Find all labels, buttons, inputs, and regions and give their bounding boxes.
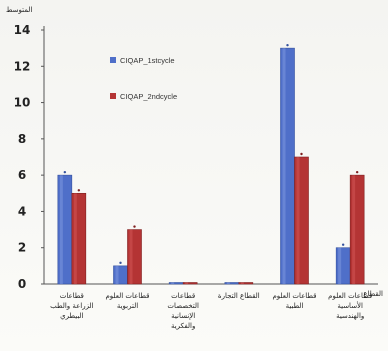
y-tick-label: 10 (14, 96, 31, 110)
legend-swatch (110, 93, 116, 99)
category-label: الإنسانية (171, 312, 195, 320)
legend-swatch (110, 57, 116, 63)
y-tick-label: 12 (14, 59, 31, 73)
bar-marker (119, 261, 122, 265)
category-label: البيطري (60, 312, 83, 320)
bar-marker (133, 225, 136, 228)
bar-marker (63, 170, 67, 174)
category-label: قطاعات العلوم (105, 292, 149, 300)
y-tick-label: 0 (18, 277, 26, 291)
x-axis-label: القطاع (363, 290, 383, 298)
bar-highlight (115, 265, 119, 284)
category-label: قطاعات (60, 292, 84, 300)
y-tick-label: 6 (18, 168, 26, 182)
labels: المتوسط القطاع قطاعات الزراعة والطب البيطري ق… (6, 6, 383, 330)
y-tick-label: 2 (18, 241, 26, 255)
category-label: والفكرية (171, 322, 195, 330)
bar-highlight (185, 282, 189, 284)
category-label: والهندسية (336, 312, 364, 320)
bar-highlight (226, 282, 230, 284)
bar-highlight (171, 282, 175, 284)
bar-CIQAP_2ndcycle (182, 282, 198, 285)
bar-marker (300, 152, 303, 156)
y-tick-label: 4 (18, 204, 26, 218)
bar-marker (77, 189, 81, 192)
bar-highlight (129, 229, 133, 284)
category-label: قطاعات (171, 292, 195, 300)
bar-marker (341, 243, 345, 246)
bar-highlight (73, 193, 77, 284)
bar-marker (286, 43, 289, 47)
bar-highlight (338, 247, 342, 284)
bar-marker (355, 170, 359, 174)
y-tick-label: 8 (18, 132, 26, 146)
bar-highlight (296, 157, 300, 284)
category-label: الزراعة والطب (50, 302, 94, 310)
legend-label: CIQAP_1stcycle (120, 56, 175, 65)
legend: CIQAP_1stcycle CIQAP_2ndcycle (110, 56, 177, 101)
legend-label: CIQAP_2ndcycle (120, 92, 177, 101)
category-label: الأساسية (337, 301, 363, 310)
axes: 0 2 4 6 8 10 12 14 (14, 23, 378, 291)
category-label: القطاع التجارة (218, 292, 260, 300)
bars (57, 43, 365, 285)
y-axis-label: المتوسط (6, 6, 32, 14)
category-label: الطبية (286, 302, 304, 310)
category-label: التخصصات (167, 302, 199, 310)
category-label: قطاعات العلوم (272, 292, 316, 300)
category-label: التربوية (117, 302, 138, 310)
bar-highlight (282, 48, 286, 285)
bar-highlight (352, 175, 356, 284)
y-tick-label: 14 (14, 23, 31, 37)
category-label: قطاعات العلوم (328, 292, 372, 300)
bar-CIQAP_2ndcycle (238, 282, 254, 285)
bar-highlight (240, 282, 244, 284)
bar-highlight (59, 175, 63, 284)
